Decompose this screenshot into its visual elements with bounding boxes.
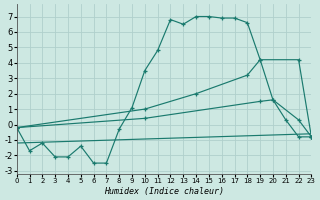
X-axis label: Humidex (Indice chaleur): Humidex (Indice chaleur) [104,187,224,196]
